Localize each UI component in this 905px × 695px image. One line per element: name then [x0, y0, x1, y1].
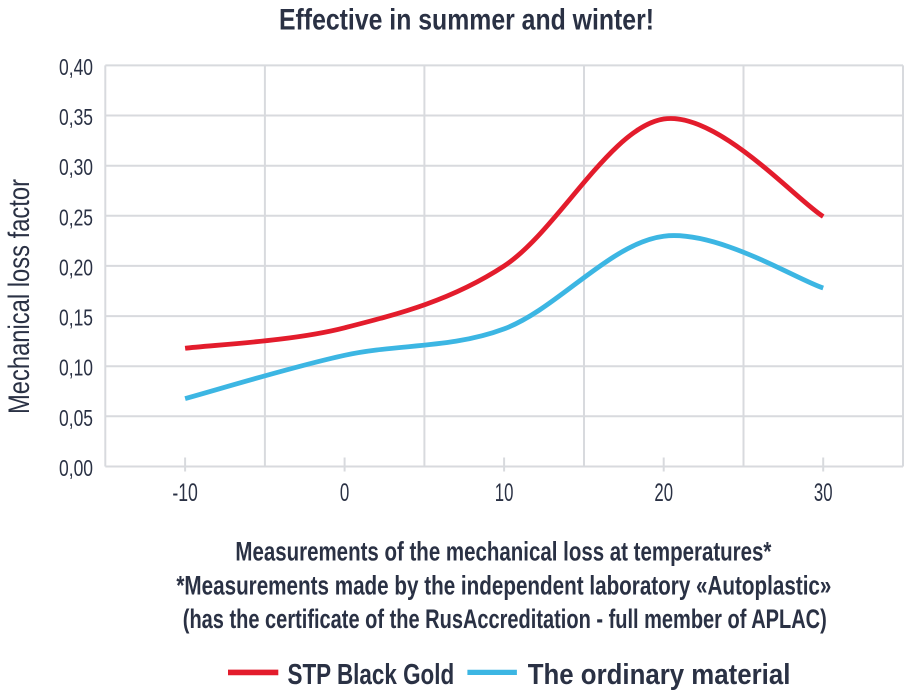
svg-text:0,00: 0,00 [59, 455, 93, 481]
svg-text:10: 10 [495, 479, 514, 507]
svg-text:30: 30 [814, 479, 833, 507]
svg-text:(has the certificate of the Ru: (has the certificate of the RusAccredita… [183, 604, 827, 634]
svg-text:0,10: 0,10 [59, 355, 93, 381]
svg-text:The ordinary material: The ordinary material [528, 659, 791, 691]
svg-text:*Measurements made by the inde: *Measurements made by the independent la… [176, 571, 831, 601]
svg-text:0,05: 0,05 [59, 405, 93, 431]
svg-text:Effective in summer and winter: Effective in summer and winter! [279, 3, 654, 36]
svg-text:20: 20 [654, 479, 673, 507]
svg-text:0,30: 0,30 [59, 154, 93, 180]
svg-text:0: 0 [340, 479, 349, 507]
svg-text:Mechanical loss factor: Mechanical loss factor [3, 179, 36, 414]
svg-text:-10: -10 [172, 479, 198, 507]
svg-text:STP Black Gold: STP Black Gold [288, 659, 455, 691]
svg-text:0,35: 0,35 [59, 104, 93, 130]
svg-text:0,20: 0,20 [59, 254, 93, 280]
svg-text:0,40: 0,40 [59, 54, 93, 80]
svg-text:0,25: 0,25 [59, 204, 93, 230]
svg-text:0,15: 0,15 [59, 305, 93, 331]
svg-text:Measurements of the mechanical: Measurements of the mechanical loss at t… [235, 537, 771, 567]
